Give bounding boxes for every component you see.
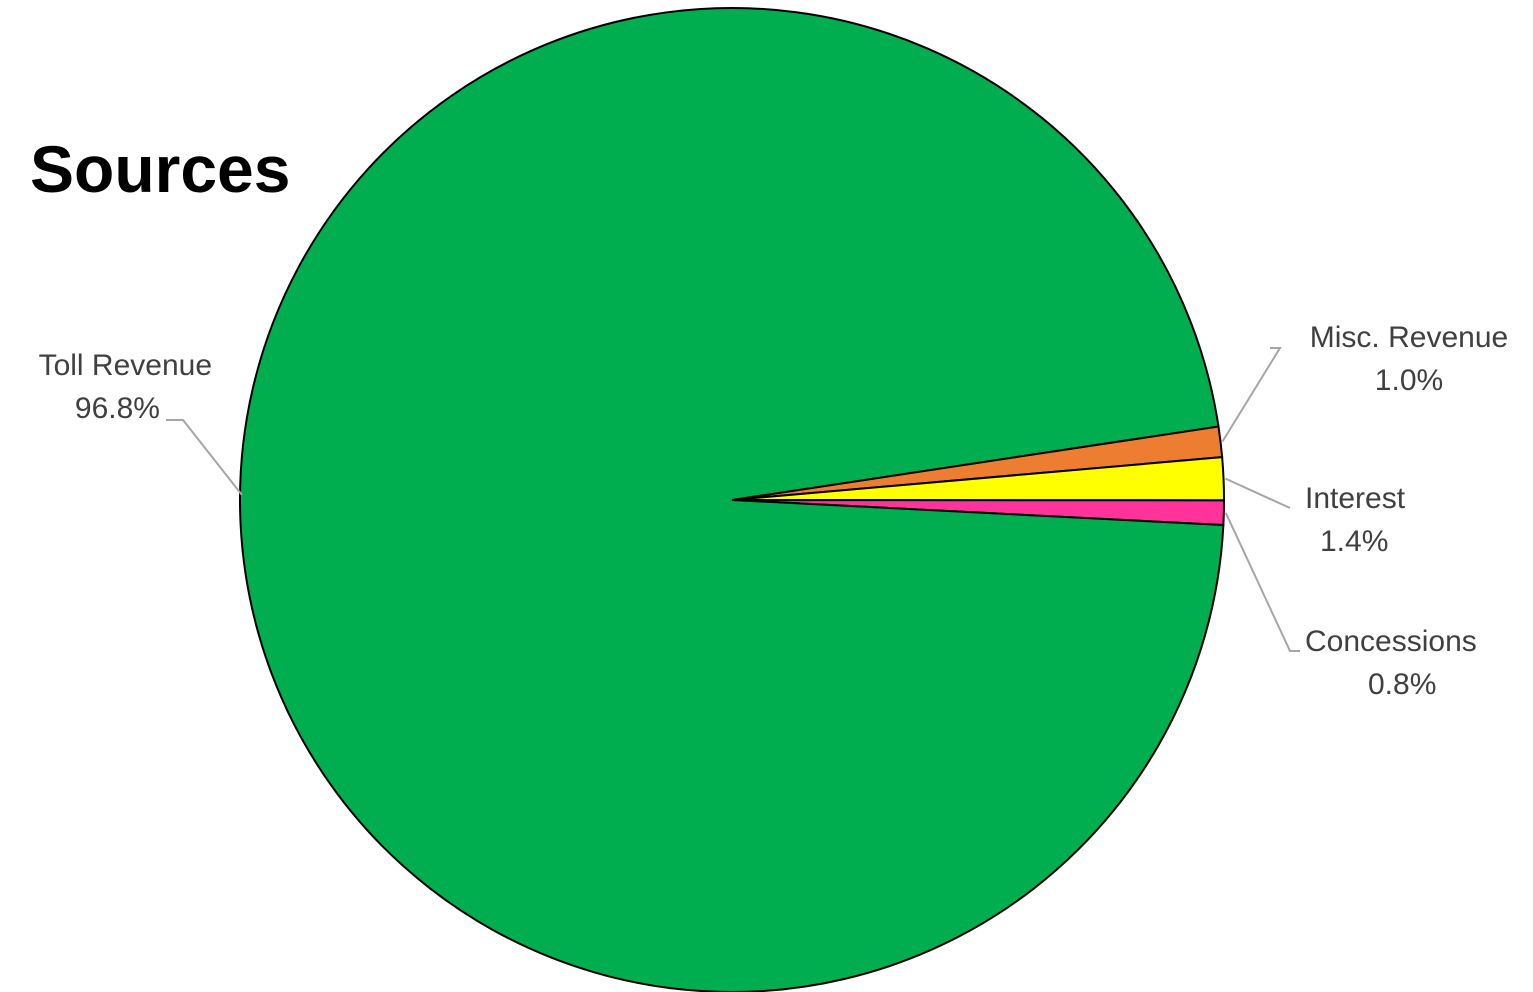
data-label-value-concessions: 0.8%: [1368, 668, 1436, 701]
pie-slice-toll-revenue: [239, 6, 1225, 992]
leader-lines: [166, 347, 1300, 652]
chart-title: Sources: [30, 132, 290, 206]
leader-line-toll-revenue: [166, 419, 243, 496]
data-label-value-interest: 1.4%: [1320, 525, 1388, 558]
pie-slices: [239, 6, 1226, 992]
leader-line-misc-revenue: [1221, 347, 1282, 443]
data-label-name-concessions: Concessions: [1305, 625, 1477, 658]
leader-line-concessions: [1224, 512, 1300, 652]
data-labels: Toll Revenue 96.8% Misc. Revenue 1.0% Intere…: [39, 321, 1509, 701]
data-label-value-toll-revenue: 96.8%: [75, 392, 160, 425]
data-label-name-interest: Interest: [1305, 482, 1406, 515]
leader-line-interest: [1225, 477, 1291, 509]
data-label-name-toll-revenue: Toll Revenue: [39, 349, 212, 382]
data-label-value-misc-revenue: 1.0%: [1375, 364, 1443, 397]
data-label-name-misc-revenue: Misc. Revenue: [1310, 321, 1508, 354]
